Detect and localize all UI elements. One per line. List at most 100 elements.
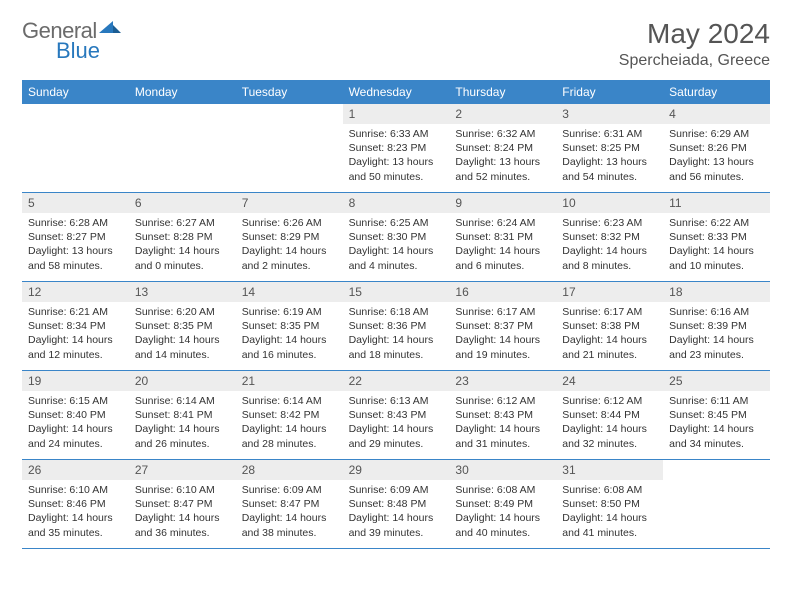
day-details: Sunrise: 6:22 AMSunset: 8:33 PMDaylight:… bbox=[663, 213, 770, 279]
daylight-text: and 28 minutes. bbox=[242, 437, 337, 451]
daylight-text: Daylight: 13 hours bbox=[562, 155, 657, 169]
day-details: Sunrise: 6:32 AMSunset: 8:24 PMDaylight:… bbox=[449, 124, 556, 190]
sunset-text: Sunset: 8:47 PM bbox=[135, 497, 230, 511]
day-details: Sunrise: 6:17 AMSunset: 8:38 PMDaylight:… bbox=[556, 302, 663, 368]
sunrise-text: Sunrise: 6:09 AM bbox=[349, 483, 444, 497]
week-row: 1Sunrise: 6:33 AMSunset: 8:23 PMDaylight… bbox=[22, 104, 770, 193]
day-cell: 20Sunrise: 6:14 AMSunset: 8:41 PMDayligh… bbox=[129, 371, 236, 459]
brand-logo: General Blue bbox=[22, 18, 123, 44]
day-number: 7 bbox=[236, 193, 343, 213]
day-number: 9 bbox=[449, 193, 556, 213]
day-details: Sunrise: 6:25 AMSunset: 8:30 PMDaylight:… bbox=[343, 213, 450, 279]
sunrise-text: Sunrise: 6:10 AM bbox=[28, 483, 123, 497]
sunset-text: Sunset: 8:40 PM bbox=[28, 408, 123, 422]
daylight-text: Daylight: 13 hours bbox=[455, 155, 550, 169]
sunset-text: Sunset: 8:27 PM bbox=[28, 230, 123, 244]
calendar-grid: SundayMondayTuesdayWednesdayThursdayFrid… bbox=[22, 80, 770, 549]
day-number: 13 bbox=[129, 282, 236, 302]
day-number: 24 bbox=[556, 371, 663, 391]
sunset-text: Sunset: 8:35 PM bbox=[135, 319, 230, 333]
page-header: General Blue May 2024 Spercheiada, Greec… bbox=[22, 18, 770, 70]
sunrise-text: Sunrise: 6:17 AM bbox=[455, 305, 550, 319]
day-number: 6 bbox=[129, 193, 236, 213]
day-cell: 8Sunrise: 6:25 AMSunset: 8:30 PMDaylight… bbox=[343, 193, 450, 281]
daylight-text: Daylight: 14 hours bbox=[242, 422, 337, 436]
daylight-text: Daylight: 14 hours bbox=[455, 422, 550, 436]
daylight-text: and 35 minutes. bbox=[28, 526, 123, 540]
sunrise-text: Sunrise: 6:24 AM bbox=[455, 216, 550, 230]
sunrise-text: Sunrise: 6:09 AM bbox=[242, 483, 337, 497]
sunrise-text: Sunrise: 6:31 AM bbox=[562, 127, 657, 141]
empty-cell bbox=[129, 104, 236, 192]
daylight-text: and 24 minutes. bbox=[28, 437, 123, 451]
day-cell: 9Sunrise: 6:24 AMSunset: 8:31 PMDaylight… bbox=[449, 193, 556, 281]
sunset-text: Sunset: 8:50 PM bbox=[562, 497, 657, 511]
week-row: 26Sunrise: 6:10 AMSunset: 8:46 PMDayligh… bbox=[22, 460, 770, 549]
day-cell: 30Sunrise: 6:08 AMSunset: 8:49 PMDayligh… bbox=[449, 460, 556, 548]
sunset-text: Sunset: 8:31 PM bbox=[455, 230, 550, 244]
sunrise-text: Sunrise: 6:18 AM bbox=[349, 305, 444, 319]
daylight-text: and 4 minutes. bbox=[349, 259, 444, 273]
day-number: 17 bbox=[556, 282, 663, 302]
daylight-text: Daylight: 14 hours bbox=[135, 333, 230, 347]
daylight-text: and 31 minutes. bbox=[455, 437, 550, 451]
sunset-text: Sunset: 8:41 PM bbox=[135, 408, 230, 422]
day-number: 27 bbox=[129, 460, 236, 480]
day-number: 15 bbox=[343, 282, 450, 302]
week-row: 19Sunrise: 6:15 AMSunset: 8:40 PMDayligh… bbox=[22, 371, 770, 460]
daylight-text: Daylight: 14 hours bbox=[135, 244, 230, 258]
day-details: Sunrise: 6:14 AMSunset: 8:42 PMDaylight:… bbox=[236, 391, 343, 457]
day-number bbox=[663, 460, 770, 480]
daylight-text: Daylight: 13 hours bbox=[349, 155, 444, 169]
sunrise-text: Sunrise: 6:11 AM bbox=[669, 394, 764, 408]
daylight-text: and 56 minutes. bbox=[669, 170, 764, 184]
day-details: Sunrise: 6:19 AMSunset: 8:35 PMDaylight:… bbox=[236, 302, 343, 368]
day-cell: 4Sunrise: 6:29 AMSunset: 8:26 PMDaylight… bbox=[663, 104, 770, 192]
weekday-header: Saturday bbox=[663, 80, 770, 104]
brand-triangle-icon bbox=[99, 18, 121, 41]
sunrise-text: Sunrise: 6:25 AM bbox=[349, 216, 444, 230]
empty-cell bbox=[236, 104, 343, 192]
day-number: 20 bbox=[129, 371, 236, 391]
day-number: 25 bbox=[663, 371, 770, 391]
weekday-header-row: SundayMondayTuesdayWednesdayThursdayFrid… bbox=[22, 80, 770, 104]
day-details: Sunrise: 6:20 AMSunset: 8:35 PMDaylight:… bbox=[129, 302, 236, 368]
day-number: 31 bbox=[556, 460, 663, 480]
day-details: Sunrise: 6:15 AMSunset: 8:40 PMDaylight:… bbox=[22, 391, 129, 457]
sunrise-text: Sunrise: 6:21 AM bbox=[28, 305, 123, 319]
day-cell: 10Sunrise: 6:23 AMSunset: 8:32 PMDayligh… bbox=[556, 193, 663, 281]
daylight-text: and 21 minutes. bbox=[562, 348, 657, 362]
daylight-text: Daylight: 13 hours bbox=[28, 244, 123, 258]
daylight-text: Daylight: 14 hours bbox=[349, 422, 444, 436]
sunset-text: Sunset: 8:38 PM bbox=[562, 319, 657, 333]
sunset-text: Sunset: 8:43 PM bbox=[349, 408, 444, 422]
day-details: Sunrise: 6:33 AMSunset: 8:23 PMDaylight:… bbox=[343, 124, 450, 190]
brand-text-2: Blue bbox=[56, 38, 100, 64]
location-text: Spercheiada, Greece bbox=[619, 52, 770, 70]
sunrise-text: Sunrise: 6:14 AM bbox=[135, 394, 230, 408]
sunset-text: Sunset: 8:42 PM bbox=[242, 408, 337, 422]
sunset-text: Sunset: 8:23 PM bbox=[349, 141, 444, 155]
day-cell: 29Sunrise: 6:09 AMSunset: 8:48 PMDayligh… bbox=[343, 460, 450, 548]
sunrise-text: Sunrise: 6:08 AM bbox=[455, 483, 550, 497]
sunset-text: Sunset: 8:48 PM bbox=[349, 497, 444, 511]
daylight-text: and 8 minutes. bbox=[562, 259, 657, 273]
daylight-text: Daylight: 14 hours bbox=[455, 333, 550, 347]
daylight-text: and 29 minutes. bbox=[349, 437, 444, 451]
week-row: 12Sunrise: 6:21 AMSunset: 8:34 PMDayligh… bbox=[22, 282, 770, 371]
day-details bbox=[236, 124, 343, 133]
weekday-header: Wednesday bbox=[343, 80, 450, 104]
day-cell: 6Sunrise: 6:27 AMSunset: 8:28 PMDaylight… bbox=[129, 193, 236, 281]
daylight-text: Daylight: 14 hours bbox=[349, 244, 444, 258]
weekday-header: Friday bbox=[556, 80, 663, 104]
daylight-text: Daylight: 14 hours bbox=[242, 244, 337, 258]
day-details bbox=[22, 124, 129, 133]
daylight-text: and 32 minutes. bbox=[562, 437, 657, 451]
day-number: 4 bbox=[663, 104, 770, 124]
daylight-text: Daylight: 14 hours bbox=[669, 333, 764, 347]
day-number: 11 bbox=[663, 193, 770, 213]
sunrise-text: Sunrise: 6:28 AM bbox=[28, 216, 123, 230]
daylight-text: Daylight: 14 hours bbox=[28, 333, 123, 347]
day-details: Sunrise: 6:26 AMSunset: 8:29 PMDaylight:… bbox=[236, 213, 343, 279]
daylight-text: and 2 minutes. bbox=[242, 259, 337, 273]
